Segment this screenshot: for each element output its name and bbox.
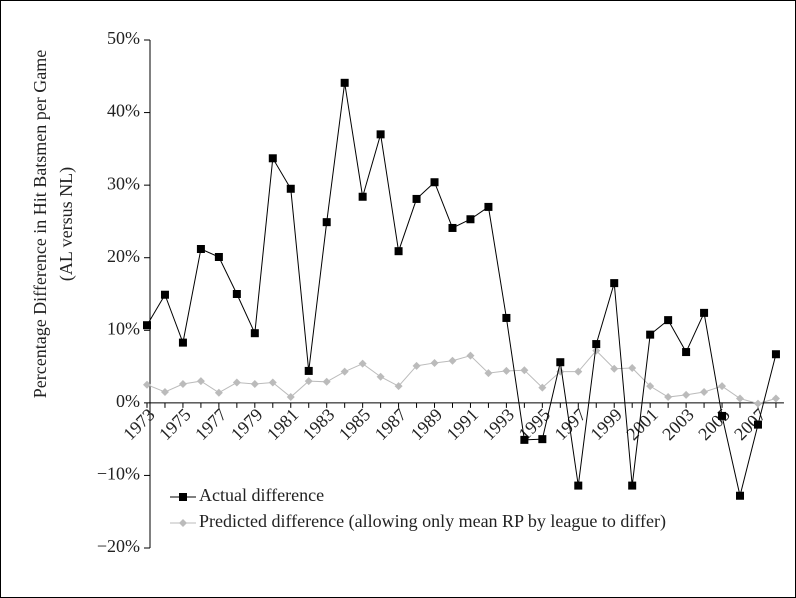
data-point [358,359,367,368]
data-point [646,330,655,339]
data-point [610,279,619,288]
data-point [214,252,223,261]
y-tick-label: 10% [107,318,140,338]
data-point [520,435,529,444]
y-tick-label: 30% [107,173,140,193]
data-point [682,348,691,357]
data-point [178,379,187,388]
y-tick-label: 50% [107,28,140,48]
data-point [574,367,583,376]
data-point [700,308,709,317]
data-point [196,377,205,386]
data-point [484,202,493,211]
data-point [556,358,565,367]
data-point [412,194,421,203]
data-point [376,372,385,381]
data-point [250,379,259,388]
data-point [771,394,780,403]
data-point [592,340,601,349]
data-point [682,390,691,399]
data-point [304,366,313,375]
data-point [232,378,241,387]
data-point [376,130,385,139]
y-tick-label: −20% [97,536,140,556]
y-tick-label: −10% [97,464,140,484]
data-point [394,382,403,391]
data-point [664,393,673,402]
y-axis-label: (AL versus NL) [56,167,77,281]
data-point [520,366,529,375]
legend-label: Actual difference [199,485,324,505]
data-point [502,366,511,375]
data-point [143,321,151,330]
data-point [160,290,169,299]
data-point [448,223,457,232]
data-point [718,411,727,420]
data-point [304,377,313,386]
data-point [232,290,241,298]
data-point [628,481,637,490]
data-point [340,367,349,376]
data-point [538,435,547,444]
y-tick-label: 0% [116,391,140,411]
data-point [664,316,673,325]
data-point [430,358,439,367]
data-point [466,215,475,224]
data-point [196,245,205,254]
data-point [753,399,762,408]
data-point [286,184,295,193]
data-point [250,329,259,338]
data-point [646,382,655,391]
series-line [146,82,777,496]
data-point [502,313,511,322]
data-point [466,351,475,360]
data-point [430,178,439,187]
data-point [610,364,619,373]
data-point [574,481,583,490]
data-point [160,387,169,396]
data-point [412,361,421,370]
data-point [286,393,295,402]
data-point [628,364,637,373]
data-point [484,369,493,378]
data-point [736,491,745,500]
data-point [718,382,727,391]
data-point [340,78,349,87]
data-point [700,387,709,396]
data-point [268,154,277,163]
data-point [214,388,223,397]
data-point [322,377,331,386]
legend-marker [179,519,187,527]
data-point [358,192,367,201]
data-point [178,338,187,347]
y-tick-label: 20% [107,246,140,266]
data-point [143,380,151,389]
data-point [753,420,762,429]
y-axis-label: Percentage Difference in Hit Batsmen per… [30,50,50,399]
data-point [322,218,331,227]
legend-label: Predicted difference (allowing only mean… [199,511,666,532]
data-point [538,383,547,392]
data-point [268,378,277,387]
data-point [592,346,601,355]
legend-marker [179,493,187,501]
data-point [448,356,457,365]
data-point [394,247,403,256]
data-point [771,350,780,359]
data-point [736,394,745,403]
y-tick-label: 40% [107,101,140,121]
